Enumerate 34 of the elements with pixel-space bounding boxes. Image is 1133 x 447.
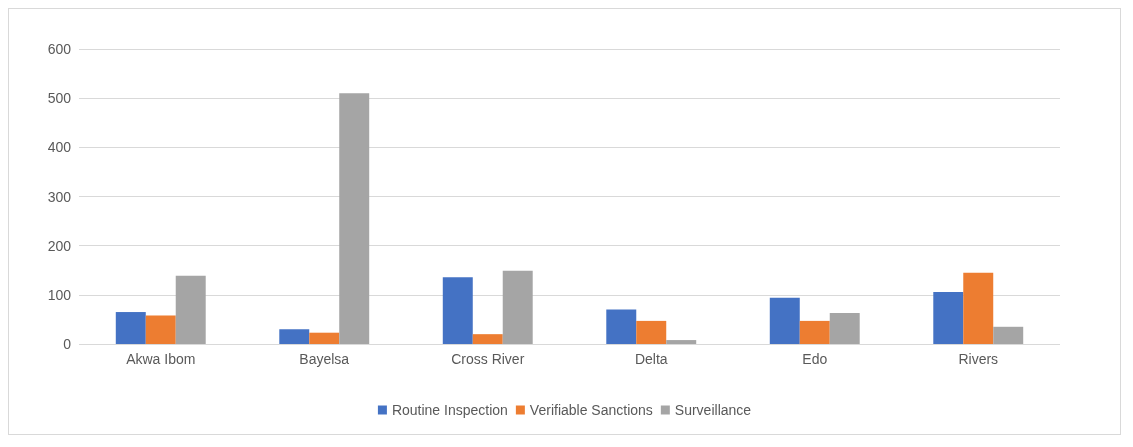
bar bbox=[829, 313, 860, 344]
bar bbox=[993, 326, 1024, 344]
y-tick-label: 300 bbox=[47, 188, 72, 205]
bar bbox=[963, 272, 994, 344]
legend-label: Routine Inspection bbox=[391, 402, 508, 418]
bar bbox=[472, 334, 503, 344]
x-tick-label: Bayelsa bbox=[299, 351, 350, 367]
legend-label: Surveillance bbox=[674, 402, 752, 418]
x-tick-label: Cross River bbox=[451, 351, 525, 367]
y-tick-label: 0 bbox=[63, 336, 72, 352]
y-tick-label: 200 bbox=[47, 237, 72, 254]
y-tick-label: 500 bbox=[47, 90, 72, 107]
bar bbox=[175, 275, 206, 344]
bar bbox=[339, 93, 370, 344]
bar bbox=[502, 270, 533, 344]
bar bbox=[309, 332, 340, 344]
y-tick-label: 600 bbox=[47, 41, 72, 57]
bar bbox=[115, 312, 146, 344]
bar bbox=[145, 315, 176, 344]
bar bbox=[636, 320, 667, 344]
bar bbox=[666, 340, 697, 344]
x-tick-label: Edo bbox=[802, 351, 828, 367]
bar bbox=[279, 329, 310, 344]
bar bbox=[606, 309, 637, 344]
bar bbox=[442, 277, 473, 344]
legend-label: Verifiable Sanctions bbox=[529, 402, 653, 418]
y-tick-label: 100 bbox=[47, 286, 72, 303]
y-tick-label: 400 bbox=[47, 139, 72, 156]
x-tick-label: Delta bbox=[634, 351, 668, 367]
bar bbox=[769, 297, 800, 344]
bar bbox=[799, 320, 830, 344]
x-tick-label: Rivers bbox=[958, 351, 999, 367]
bar bbox=[933, 291, 964, 344]
x-tick-label: Akwa Ibom bbox=[126, 351, 196, 367]
